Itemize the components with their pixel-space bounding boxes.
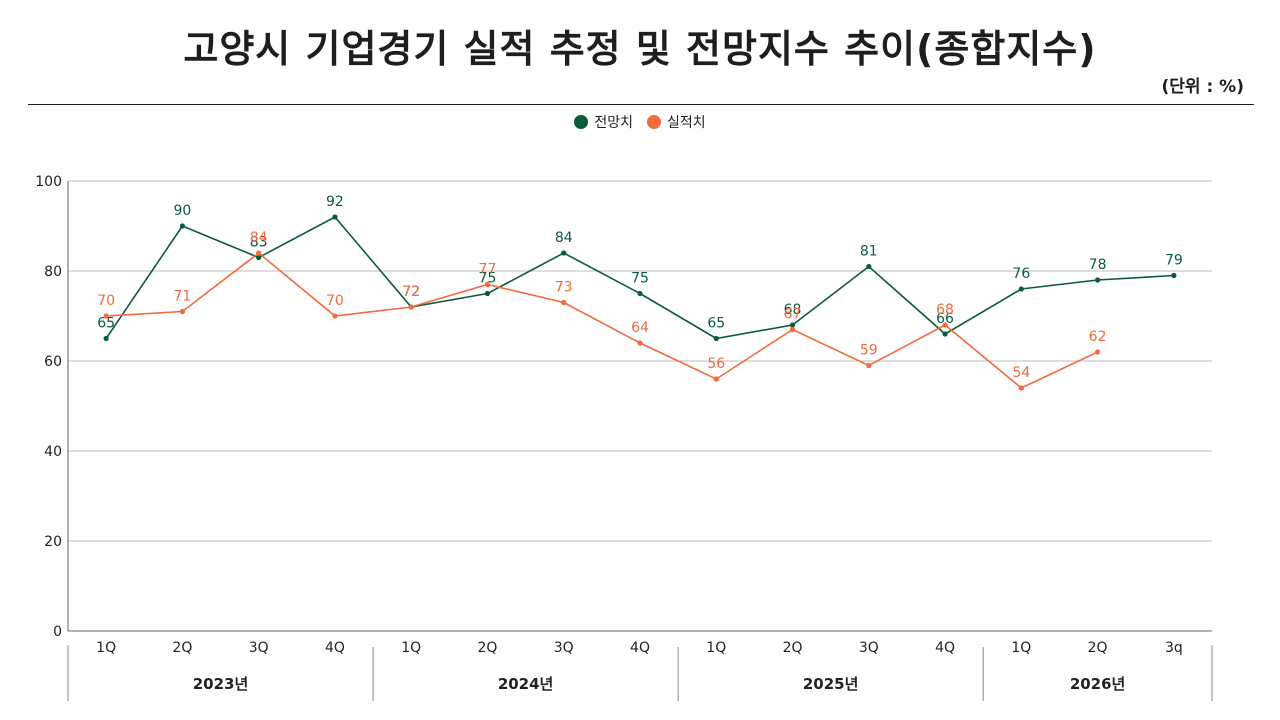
data-point-forecast bbox=[942, 331, 948, 337]
y-tick-label: 20 bbox=[44, 534, 62, 550]
data-label-actual: 64 bbox=[631, 320, 649, 336]
data-point-forecast bbox=[1095, 277, 1101, 283]
data-label-actual: 59 bbox=[860, 343, 878, 359]
data-label-forecast: 75 bbox=[479, 271, 497, 287]
legend: 전망치 실적치 bbox=[0, 112, 1280, 132]
x-tick-label: 1Q bbox=[401, 640, 421, 656]
data-label-forecast: 75 bbox=[631, 271, 649, 287]
y-tick-label: 0 bbox=[53, 624, 62, 640]
data-point-forecast bbox=[103, 335, 109, 342]
data-label-actual: 67 bbox=[784, 307, 802, 323]
data-label-actual: 77 bbox=[479, 262, 497, 278]
data-point-actual bbox=[103, 313, 109, 319]
data-point-forecast bbox=[484, 290, 491, 297]
data-label-actual: 68 bbox=[936, 302, 954, 318]
unit-label: (단위 : %) bbox=[1161, 77, 1245, 97]
year-label: 2023년 bbox=[193, 675, 249, 693]
data-point-forecast bbox=[637, 290, 643, 297]
x-tick-label: 2Q bbox=[172, 640, 192, 656]
data-label-actual: 54 bbox=[1012, 365, 1030, 381]
data-label-forecast: 65 bbox=[97, 316, 115, 332]
data-label-forecast: 90 bbox=[173, 203, 191, 219]
x-tick-label: 4Q bbox=[935, 640, 955, 656]
legend-label-actual: 실적치 bbox=[667, 115, 706, 131]
y-tick-label: 80 bbox=[44, 264, 62, 280]
x-tick-label: 2Q bbox=[783, 640, 803, 656]
x-tick-label: 2Q bbox=[1088, 640, 1108, 656]
data-point-actual bbox=[561, 299, 567, 306]
x-tick-label: 3Q bbox=[554, 640, 574, 656]
data-point-forecast bbox=[1018, 286, 1024, 292]
data-label-forecast: 68 bbox=[784, 302, 802, 318]
y-tick-label: 60 bbox=[44, 354, 62, 370]
data-label-forecast: 83 bbox=[250, 235, 268, 251]
y-tick-label: 100 bbox=[35, 174, 62, 190]
x-tick-label: 1Q bbox=[706, 640, 726, 656]
data-point-actual bbox=[256, 250, 262, 256]
chart-title: 고양시 기업경기 실적 추정 및 전망지수 추이(종합지수) bbox=[183, 27, 1097, 71]
data-label-forecast: 65 bbox=[707, 316, 725, 332]
data-label-forecast: 92 bbox=[326, 194, 344, 210]
title-divider bbox=[28, 104, 1254, 105]
data-point-forecast bbox=[561, 250, 567, 256]
data-point-actual bbox=[789, 326, 796, 333]
data-label-actual: 73 bbox=[555, 280, 573, 296]
data-point-actual bbox=[942, 322, 948, 328]
year-label: 2024년 bbox=[498, 675, 554, 693]
data-point-forecast bbox=[256, 254, 262, 261]
data-point-actual bbox=[1018, 385, 1024, 391]
legend-label-forecast: 전망치 bbox=[594, 115, 633, 131]
data-point-forecast bbox=[866, 263, 872, 270]
data-label-actual: 72 bbox=[402, 284, 420, 300]
legend-item-actual: 실적치 bbox=[647, 112, 706, 132]
x-tick-label: 3Q bbox=[859, 640, 879, 656]
x-tick-label: 4Q bbox=[325, 640, 345, 656]
data-label-actual: 70 bbox=[97, 293, 115, 309]
data-point-actual bbox=[866, 362, 872, 369]
data-label-forecast: 76 bbox=[1012, 266, 1030, 282]
year-label: 2026년 bbox=[1070, 675, 1126, 693]
series-line-actual bbox=[106, 251, 1098, 389]
data-label-actual: 71 bbox=[173, 289, 191, 305]
data-point-actual bbox=[332, 313, 338, 319]
data-label-forecast: 72 bbox=[402, 284, 420, 300]
x-tick-label: 3Q bbox=[249, 640, 269, 656]
data-point-forecast bbox=[179, 223, 185, 229]
data-label-actual: 70 bbox=[326, 293, 344, 309]
x-tick-label: 1Q bbox=[1011, 640, 1031, 656]
legend-swatch-forecast bbox=[574, 115, 589, 129]
legend-item-forecast: 전망치 bbox=[574, 112, 633, 132]
data-label-forecast: 81 bbox=[860, 244, 878, 260]
x-tick-label: 4Q bbox=[630, 640, 650, 656]
data-point-actual bbox=[179, 308, 185, 315]
data-label-actual: 84 bbox=[250, 230, 268, 246]
data-label-forecast: 66 bbox=[936, 311, 954, 327]
x-tick-label: 2Q bbox=[477, 640, 497, 656]
data-label-forecast: 79 bbox=[1165, 253, 1183, 269]
x-tick-label: 3q bbox=[1165, 640, 1183, 656]
data-label-actual: 56 bbox=[707, 356, 725, 372]
data-point-forecast bbox=[332, 214, 338, 220]
data-point-actual bbox=[408, 304, 414, 310]
y-tick-label: 40 bbox=[44, 444, 62, 460]
data-point-forecast bbox=[789, 322, 796, 328]
data-point-forecast bbox=[1171, 272, 1177, 279]
data-label-forecast: 84 bbox=[555, 230, 573, 246]
data-point-actual bbox=[637, 340, 643, 346]
data-label-actual: 62 bbox=[1089, 329, 1107, 345]
data-point-forecast bbox=[713, 335, 719, 342]
data-point-actual bbox=[484, 281, 491, 288]
data-point-actual bbox=[1095, 349, 1101, 355]
data-label-forecast: 78 bbox=[1089, 257, 1107, 273]
x-tick-label: 1Q bbox=[96, 640, 116, 656]
data-point-actual bbox=[713, 376, 719, 382]
legend-swatch-actual bbox=[647, 115, 661, 129]
year-label: 2025년 bbox=[803, 675, 859, 693]
